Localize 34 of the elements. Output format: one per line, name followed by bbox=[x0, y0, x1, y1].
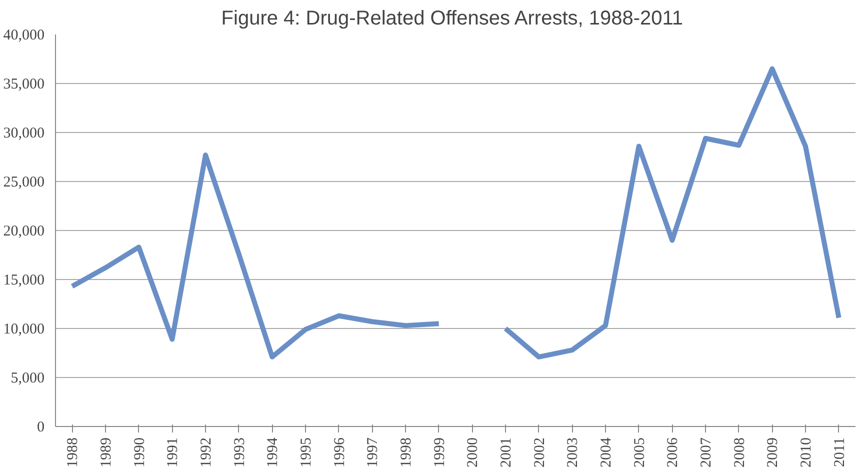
x-tick-label: 1999 bbox=[432, 438, 448, 468]
x-tick-label: 2005 bbox=[632, 438, 648, 468]
y-tick-label: 35,000 bbox=[3, 76, 44, 92]
x-tick-label: 2007 bbox=[698, 437, 714, 468]
x-tick-label: 1989 bbox=[98, 438, 114, 468]
x-tick-label: 1992 bbox=[198, 438, 214, 468]
x-tick-label: 2003 bbox=[565, 438, 582, 468]
y-tick-label: 0 bbox=[37, 420, 44, 436]
x-tick-label: 2001 bbox=[498, 438, 514, 468]
y-tick-label: 5,000 bbox=[10, 370, 44, 386]
x-tick-label: 2006 bbox=[665, 437, 682, 468]
x-tick-label: 2008 bbox=[732, 438, 748, 468]
x-tick-label: 1997 bbox=[365, 437, 382, 468]
x-tick-label: 1996 bbox=[332, 437, 348, 468]
x-tick-label: 1988 bbox=[65, 438, 82, 468]
x-tick-label: 1991 bbox=[165, 438, 182, 468]
x-tick-label: 2011 bbox=[832, 437, 848, 467]
x-tick-label: 1994 bbox=[265, 437, 282, 468]
x-tick-label: 2004 bbox=[598, 437, 614, 468]
x-tick-label: 1998 bbox=[398, 438, 414, 468]
y-tick-label: 20,000 bbox=[3, 224, 44, 240]
x-tick-label: 1990 bbox=[132, 438, 148, 468]
x-tick-label: 2002 bbox=[532, 438, 548, 468]
x-tick-label: 1995 bbox=[298, 438, 314, 468]
chart-title: Figure 4: Drug-Related Offenses Arrests, 1988-2011 bbox=[221, 8, 684, 30]
y-tick-label: 10,000 bbox=[3, 322, 44, 338]
x-tick-label: 2009 bbox=[765, 438, 782, 468]
y-tick-label: 25,000 bbox=[3, 174, 44, 190]
y-tick-label: 40,000 bbox=[3, 28, 44, 44]
x-tick-label: 1993 bbox=[232, 438, 248, 468]
x-tick-label: 2000 bbox=[465, 438, 482, 468]
y-tick-label: 15,000 bbox=[3, 272, 44, 288]
x-tick-label: 2010 bbox=[798, 438, 814, 468]
y-tick-label: 30,000 bbox=[3, 126, 44, 142]
